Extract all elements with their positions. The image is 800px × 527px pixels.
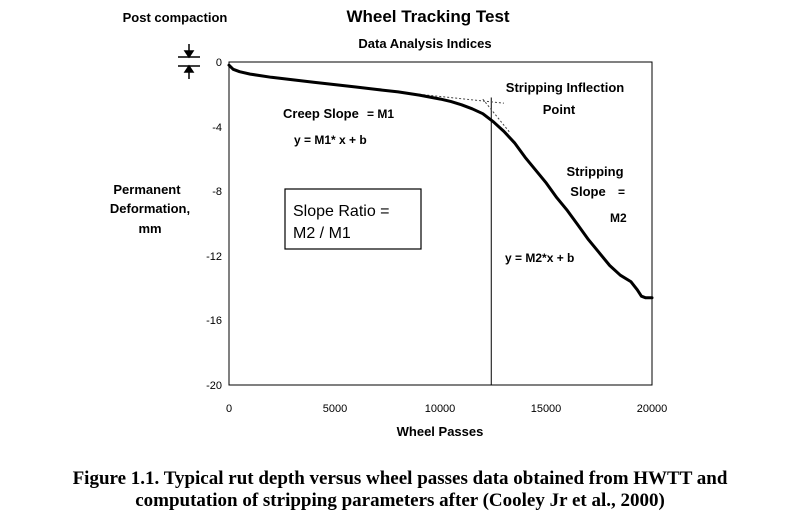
y-tick-label: -16 (206, 315, 222, 327)
y-tick-label: -20 (206, 380, 222, 392)
post-compaction-label: Post compaction (123, 10, 228, 25)
y-tick-label: -8 (212, 186, 222, 198)
x-axis-label: Wheel Passes (397, 424, 484, 439)
slope-ratio-line1: Slope Ratio = (293, 203, 390, 220)
post-compaction-arrow-icon (178, 44, 200, 79)
caption-line2: computation of stripping parameters afte… (135, 490, 665, 511)
x-tick-label: 20000 (637, 403, 668, 415)
chart-title: Wheel Tracking Test (346, 7, 509, 26)
stripping-slope-eq-sign: = (618, 185, 625, 199)
y-tick-label: 0 (216, 57, 222, 69)
x-tick-label: 0 (226, 403, 232, 415)
inflection-label-line1: Stripping Inflection (506, 80, 624, 95)
stripping-slope-equation: y = M2*x + b (505, 251, 574, 265)
plot-area (228, 61, 653, 386)
deformation-series-line (227, 63, 654, 300)
y-axis-label-line1: Permanent (113, 182, 181, 197)
stripping-slope-line2: Slope (570, 184, 605, 199)
y-tick-label: -12 (206, 251, 222, 263)
inflection-label-line2: Point (543, 102, 576, 117)
caption-line1: Figure 1.1. Typical rut depth versus whe… (72, 468, 728, 489)
slope-ratio-box (284, 188, 422, 250)
x-tick-label: 5000 (323, 403, 347, 415)
y-tick-label: -4 (212, 122, 222, 134)
y-axis-label-line3: mm (138, 221, 161, 236)
creep-slope-equation: y = M1* x + b (294, 133, 367, 147)
stripping-slope-line1: Stripping (566, 164, 623, 179)
creep-slope-m1: = M1 (367, 107, 394, 121)
figure-caption: Figure 1.1. Typical rut depth versus whe… (0, 468, 800, 512)
slope-ratio-line2: M2 / M1 (293, 225, 351, 242)
stripping-slope-m2: M2 (610, 211, 627, 225)
chart-subtitle: Data Analysis Indices (358, 36, 491, 51)
creep-slope-label: Creep Slope (283, 106, 359, 121)
x-tick-label: 10000 (425, 403, 456, 415)
y-axis-label-line2: Deformation, (110, 201, 190, 216)
chart: Wheel Tracking Test Data Analysis Indice… (110, 7, 668, 439)
stripping-slope-tangent (482, 98, 511, 134)
x-tick-label: 15000 (531, 403, 562, 415)
